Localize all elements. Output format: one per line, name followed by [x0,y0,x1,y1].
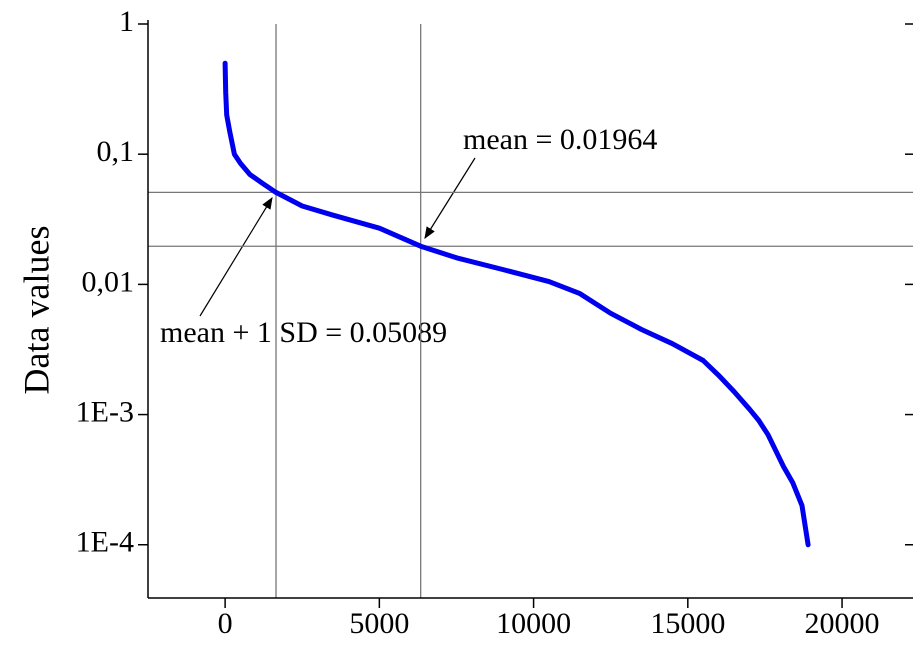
y-tick-label: 0,1 [97,135,135,168]
arrow [424,157,476,240]
annotation: mean = 0.01964 [463,123,657,156]
data-line [222,60,811,548]
x-tick-label: 5000 [349,607,409,640]
annotation: mean + 1 SD = 0.05089 [160,316,447,349]
y-tick-label: 1E-4 [76,526,134,559]
x-tick-label: 10000 [496,607,571,640]
arrow [199,196,273,317]
y-tick-label: 1E-3 [76,395,134,428]
x-tick-label: 15000 [650,607,725,640]
y-tick-label: 1 [119,5,134,38]
y-axis-label: Data values [16,226,56,395]
x-tick-label: 0 [218,607,233,640]
y-tick-label: 0,01 [82,265,135,298]
x-tick-label: 20000 [805,607,880,640]
